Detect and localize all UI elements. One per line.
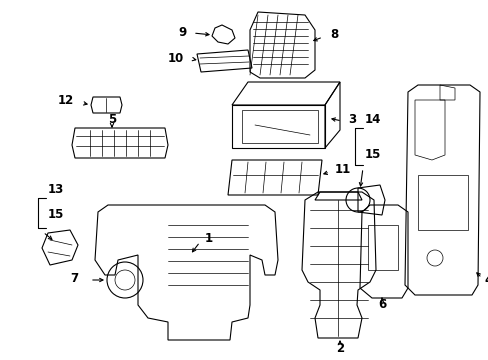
Text: 12: 12 [58, 94, 74, 108]
Text: 1: 1 [204, 231, 213, 244]
Text: 7: 7 [70, 271, 78, 284]
Text: 14: 14 [364, 113, 381, 126]
Text: 11: 11 [334, 163, 350, 176]
Text: 4: 4 [483, 274, 488, 287]
Text: 6: 6 [377, 298, 386, 311]
Text: 15: 15 [364, 148, 381, 162]
Text: 8: 8 [329, 28, 338, 41]
Text: 15: 15 [48, 208, 64, 221]
Text: 10: 10 [168, 51, 184, 64]
Text: 2: 2 [335, 342, 344, 355]
Text: 13: 13 [48, 184, 64, 197]
Text: 9: 9 [178, 26, 186, 39]
Text: 5: 5 [108, 113, 116, 126]
Text: 3: 3 [347, 113, 355, 126]
